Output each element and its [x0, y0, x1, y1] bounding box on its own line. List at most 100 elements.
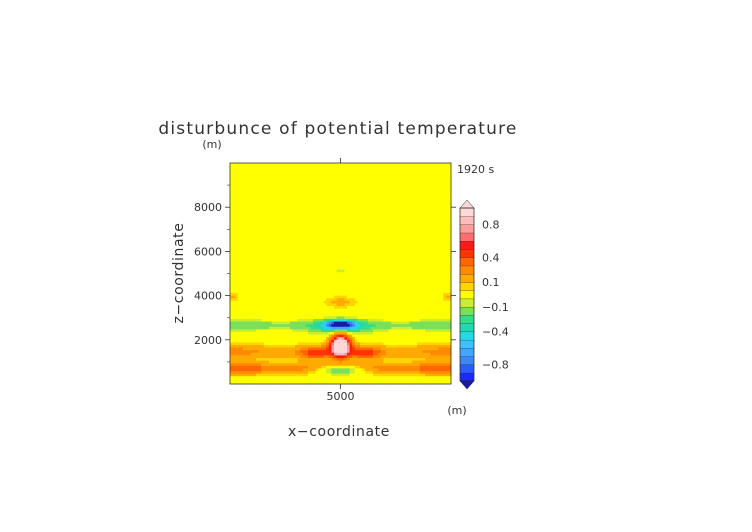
- field-cell: [430, 241, 434, 244]
- field-cell: [308, 178, 311, 182]
- field-cell: [401, 178, 405, 182]
- field-cell: [422, 186, 426, 190]
- field-cell: [404, 285, 408, 289]
- field-cell: [230, 222, 233, 226]
- field-cell: [232, 300, 236, 304]
- field-cell: [287, 222, 291, 226]
- field-cell: [336, 264, 340, 268]
- field-cell: [302, 217, 306, 221]
- field-cell: [269, 280, 272, 283]
- field-cell: [375, 225, 379, 229]
- field-cell: [235, 243, 239, 247]
- field-cell: [448, 220, 452, 224]
- field-cell: [308, 311, 311, 315]
- field-cell: [396, 183, 400, 187]
- field-cell: [339, 280, 343, 283]
- field-cell: [375, 233, 379, 237]
- field-cell: [378, 235, 382, 239]
- field-cell: [419, 163, 423, 166]
- field-cell: [422, 308, 426, 312]
- field-cell: [380, 176, 384, 179]
- field-cell: [378, 204, 382, 208]
- field-cell: [271, 264, 275, 268]
- field-cell: [331, 259, 335, 263]
- field-cell: [388, 264, 392, 268]
- field-cell: [445, 181, 449, 185]
- field-cell: [326, 207, 330, 211]
- field-cell: [302, 194, 306, 198]
- field-cell: [318, 220, 322, 224]
- field-cell: [315, 191, 319, 195]
- field-cell: [243, 194, 246, 198]
- field-cell: [318, 267, 322, 270]
- field-cell: [328, 191, 332, 195]
- field-cell: [328, 176, 332, 179]
- field-cell: [386, 222, 389, 226]
- field-cell: [445, 254, 449, 257]
- field-cell: [448, 199, 452, 203]
- field-cell: [235, 269, 239, 273]
- field-cell: [245, 282, 249, 286]
- field-cell: [386, 290, 389, 294]
- field-cell: [419, 287, 423, 291]
- field-cell: [422, 272, 426, 276]
- field-cell: [404, 178, 408, 182]
- field-cell: [269, 191, 272, 195]
- field-cell: [336, 259, 340, 263]
- field-cell: [354, 300, 358, 304]
- field-cell: [305, 212, 309, 216]
- field-cell: [336, 212, 340, 216]
- field-cell: [419, 308, 423, 312]
- field-cell: [289, 228, 293, 231]
- field-cell: [422, 248, 426, 252]
- field-cell: [256, 259, 259, 263]
- field-cell: [344, 303, 348, 307]
- field-cell: [266, 209, 270, 213]
- field-cell: [396, 207, 400, 211]
- field-cell: [336, 287, 340, 291]
- field-cell: [349, 251, 353, 255]
- field-cell: [409, 269, 413, 273]
- field-cell: [263, 194, 267, 198]
- field-cell: [276, 295, 280, 299]
- field-cell: [360, 243, 363, 247]
- field-cell: [321, 251, 324, 255]
- field-cell: [318, 207, 322, 211]
- field-cell: [383, 202, 387, 205]
- field-cell: [383, 280, 387, 283]
- field-cell: [409, 303, 413, 307]
- field-cell: [287, 290, 291, 294]
- field-cell: [237, 290, 241, 294]
- field-cell: [258, 220, 262, 224]
- field-cell: [360, 207, 363, 211]
- field-cell: [432, 290, 436, 294]
- field-cell: [269, 194, 272, 198]
- field-cell: [266, 287, 270, 291]
- field-cell: [263, 246, 267, 250]
- field-cell: [386, 204, 389, 208]
- field-cell: [269, 267, 272, 270]
- field-cell: [373, 238, 376, 242]
- field-cell: [380, 235, 384, 239]
- field-cell: [417, 290, 421, 294]
- field-cell: [419, 228, 423, 231]
- field-cell: [448, 163, 452, 166]
- field-cell: [388, 191, 392, 195]
- field-cell: [237, 204, 241, 208]
- field-cell: [308, 186, 311, 190]
- field-cell: [406, 178, 410, 182]
- field-cell: [440, 261, 444, 265]
- field-cell: [248, 243, 252, 247]
- field-cell: [297, 202, 301, 205]
- field-cell: [245, 176, 249, 179]
- field-cell: [427, 274, 431, 278]
- field-cell: [365, 207, 369, 211]
- field-cell: [354, 194, 358, 198]
- field-cell: [383, 207, 387, 211]
- field-cell: [334, 282, 337, 286]
- field-cell: [284, 189, 288, 192]
- field-cell: [445, 202, 449, 205]
- field-cell: [313, 287, 317, 291]
- field-cell: [438, 220, 441, 224]
- field-cell: [370, 189, 374, 192]
